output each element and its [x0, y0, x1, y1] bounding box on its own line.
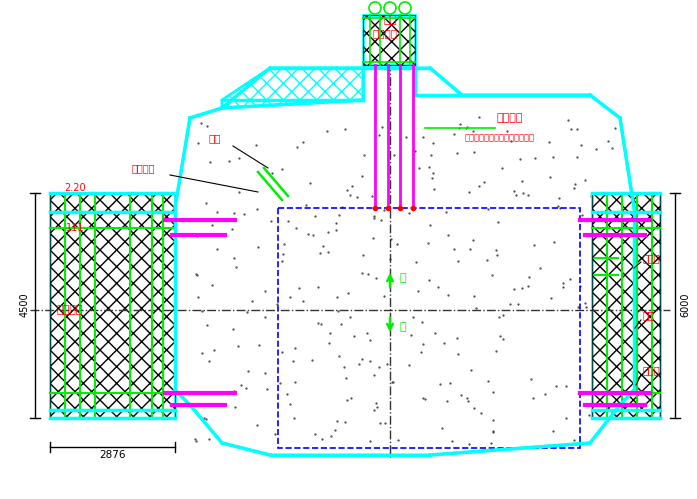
Circle shape [384, 2, 396, 14]
Polygon shape [175, 68, 634, 455]
Text: 泊道: 泊道 [383, 15, 397, 25]
Text: 通行塔柱: 通行塔柱 [372, 28, 397, 38]
Text: 工作平台: 工作平台 [497, 113, 523, 123]
Text: 三角架: 三角架 [643, 365, 661, 375]
Polygon shape [363, 15, 415, 65]
Text: 扒杆: 扒杆 [208, 133, 221, 143]
Polygon shape [592, 193, 660, 418]
Text: 4500: 4500 [20, 293, 30, 317]
Polygon shape [222, 68, 363, 108]
Text: 2876: 2876 [99, 450, 125, 460]
Text: 6000: 6000 [680, 293, 690, 317]
Text: 北: 北 [400, 273, 406, 283]
Circle shape [369, 2, 381, 14]
Text: 走道板: 走道板 [643, 253, 661, 263]
Text: 2.20: 2.20 [64, 183, 86, 193]
Circle shape [399, 2, 411, 14]
Text: 护栏: 护栏 [643, 310, 654, 320]
Text: 中部平台: 中部平台 [56, 305, 83, 315]
Polygon shape [50, 193, 175, 418]
Text: 111: 111 [66, 223, 84, 233]
Text: 工作平台: 工作平台 [131, 163, 155, 173]
Text: 安装与拆除模板及布料机平台用: 安装与拆除模板及布料机平台用 [465, 134, 535, 143]
Text: 南: 南 [400, 322, 406, 332]
